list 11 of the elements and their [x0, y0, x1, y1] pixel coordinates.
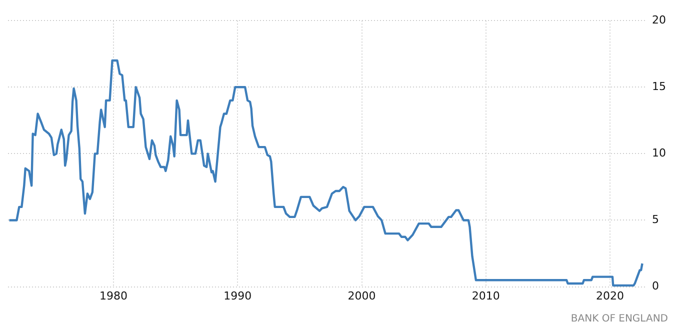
- y-tick-label: 5: [652, 213, 660, 226]
- x-tick-label: 2020: [596, 289, 624, 302]
- y-tick-label: 0: [652, 280, 660, 293]
- x-tick-label: 2000: [348, 289, 376, 302]
- y-tick-label: 15: [652, 80, 666, 94]
- x-tick-label: 1980: [100, 289, 128, 302]
- text: BANK OF ENGLAND: [570, 314, 668, 325]
- x-tick-label: 2010: [472, 289, 500, 302]
- y-tick-label: 10: [652, 146, 666, 160]
- y-tick-label: 20: [652, 13, 666, 26]
- x-tick-label: 1990: [224, 289, 252, 302]
